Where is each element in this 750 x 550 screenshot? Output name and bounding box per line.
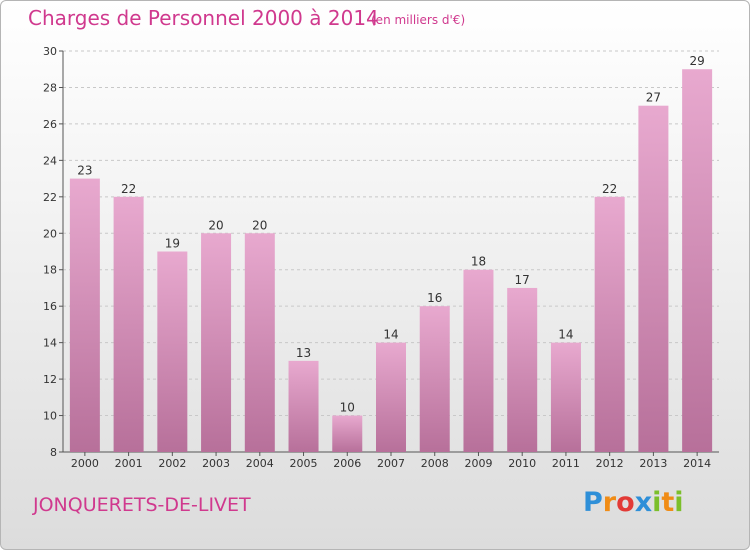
value-label-2000: 23 [77, 164, 92, 178]
value-label-2005: 13 [296, 346, 311, 360]
value-label-2008: 16 [427, 291, 442, 305]
value-label-2003: 20 [208, 218, 223, 232]
bar-2003 [201, 233, 232, 452]
x-tick-label-2013: 2013 [639, 457, 667, 470]
value-label-2006: 10 [340, 401, 355, 415]
x-tick-label-2007: 2007 [377, 457, 405, 470]
bar-2005 [288, 360, 319, 452]
bar-2002 [157, 251, 188, 452]
value-label-2002: 19 [165, 237, 180, 251]
x-tick-label-2001: 2001 [115, 457, 143, 470]
y-tick-labels: 8 10 12 14 16 18 20 22 24 26 28 30 [43, 45, 57, 459]
bar-2006 [332, 415, 363, 452]
bar-2007 [376, 342, 406, 452]
value-label-2004: 20 [252, 218, 267, 232]
x-tick-label-2008: 2008 [421, 457, 449, 470]
bar-2014 [682, 69, 713, 453]
y-tick-label: 30 [43, 45, 57, 58]
bar-2000 [69, 178, 100, 452]
proxiti-logo: Proxiti [583, 487, 684, 518]
bar-2013 [638, 105, 669, 452]
value-label-2011: 14 [558, 328, 573, 342]
value-label-2013: 27 [646, 91, 661, 105]
x-tick-labels: 2000 2001 2002 2003 2004 2005 2006 2007 2008 2009… [71, 457, 711, 470]
x-tick-label-2011: 2011 [552, 457, 580, 470]
bar-2008 [419, 306, 450, 452]
bar-2004 [244, 233, 275, 452]
bar-2001 [113, 196, 144, 452]
commune-name: JONQUERETS-DE-LIVET [33, 494, 251, 516]
value-label-2001: 22 [121, 182, 136, 196]
bar-2009 [463, 269, 494, 452]
x-tick-label-2009: 2009 [464, 457, 492, 470]
y-tick-label: 20 [43, 227, 57, 240]
x-tick-label-2010: 2010 [508, 457, 536, 470]
y-tick-label: 22 [43, 191, 57, 204]
chart-subtitle: (en milliers d'€) [371, 13, 466, 27]
x-tick-label-2012: 2012 [596, 457, 624, 470]
x-tick-label-2006: 2006 [333, 457, 361, 470]
x-tick-label-2005: 2005 [290, 457, 318, 470]
x-tick-label-2003: 2003 [202, 457, 230, 470]
y-tick-label: 14 [43, 337, 57, 350]
y-tick-label: 18 [43, 264, 57, 277]
chart-title: Charges de Personnel 2000 à 2014 [28, 6, 379, 30]
y-tick-label: 12 [43, 373, 57, 386]
x-tick-label-2004: 2004 [246, 457, 274, 470]
x-tick-label-2000: 2000 [71, 457, 99, 470]
value-label-2014: 29 [689, 54, 704, 68]
bars [69, 69, 713, 453]
y-tick-label: 10 [43, 410, 57, 423]
y-tick-label: 28 [43, 81, 57, 94]
bar-2012 [594, 196, 625, 452]
y-tick-label: 8 [50, 446, 57, 459]
y-tick-label: 26 [43, 118, 57, 131]
value-label-2010: 17 [515, 273, 530, 287]
value-label-2007: 14 [383, 328, 398, 342]
value-labels: 23 22 19 20 20 13 10 14 16 18 17 14 22 27 29 [77, 54, 705, 414]
x-tick-label-2014: 2014 [683, 457, 711, 470]
x-tick-label-2002: 2002 [158, 457, 186, 470]
y-tick-label: 24 [43, 154, 57, 167]
bar-2011 [550, 342, 581, 452]
y-tick-label: 16 [43, 300, 57, 313]
bar-2010 [507, 287, 538, 452]
value-label-2012: 22 [602, 182, 617, 196]
value-label-2009: 18 [471, 255, 486, 269]
